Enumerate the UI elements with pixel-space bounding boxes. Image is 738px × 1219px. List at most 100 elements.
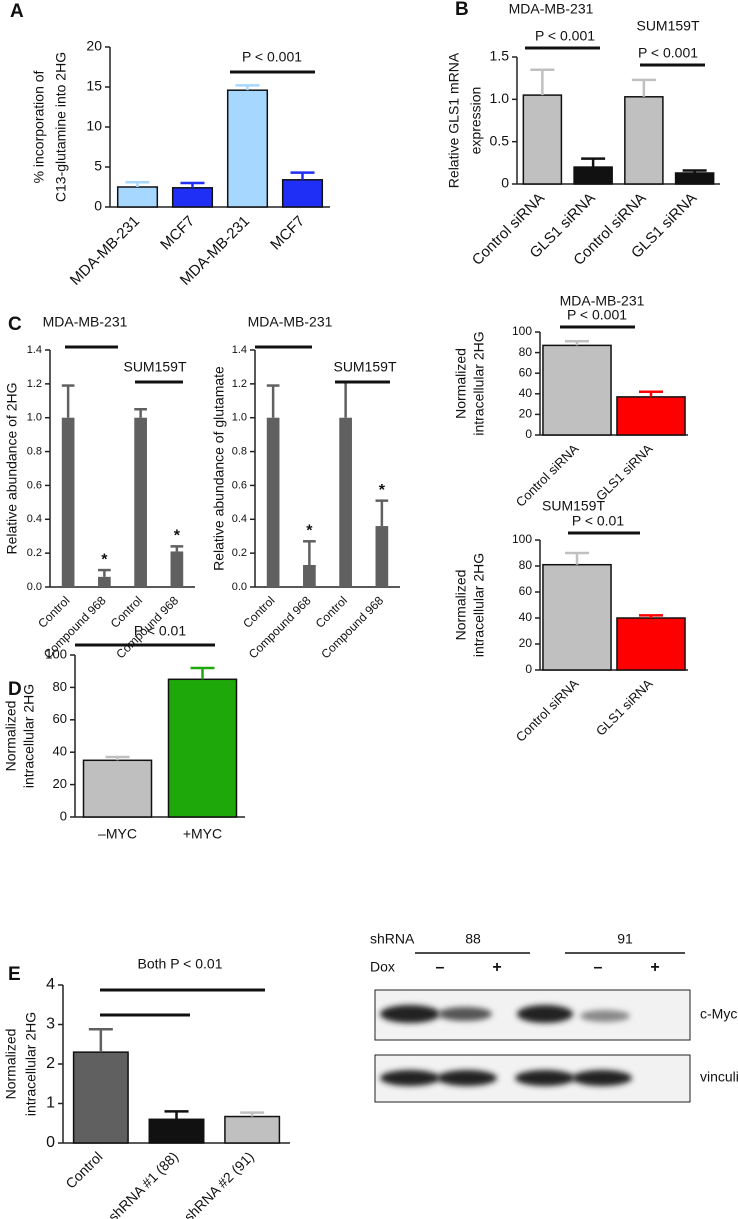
band-label: c-Myc	[700, 1006, 737, 1022]
y-tick-label: 60	[519, 365, 533, 379]
y-tick-label: 1.5	[490, 48, 510, 64]
y-tick-label: 80	[53, 679, 67, 694]
bar	[134, 417, 147, 587]
bar	[98, 576, 111, 587]
y-tick-label: 40	[53, 744, 67, 759]
blot-label: –	[594, 959, 603, 976]
y-tick-label: 1.0	[232, 412, 247, 424]
y-tick-label: 2	[46, 1055, 55, 1072]
group-label: MDA-MB-231	[509, 1, 594, 17]
y-tick-label: 100	[45, 646, 67, 661]
blot-label: 91	[617, 931, 633, 947]
y-tick-label: 0	[94, 198, 102, 214]
band	[580, 1010, 630, 1022]
y-axis-label: Normalized	[453, 570, 469, 641]
y-tick-label: 20	[53, 776, 67, 791]
y-tick-label: 0	[46, 1134, 55, 1151]
y-axis-label: expression	[468, 87, 484, 155]
y-tick-label: 15	[86, 78, 102, 94]
bar	[170, 551, 184, 587]
significance-star: *	[174, 528, 181, 545]
y-tick-label: 1.2	[232, 378, 247, 390]
y-tick-label: 60	[53, 711, 67, 726]
y-tick-label: 80	[519, 345, 533, 359]
y-tick-label: 40	[519, 386, 533, 400]
bar	[624, 96, 664, 185]
y-axis-label: intracellular 2HG	[471, 331, 487, 435]
y-tick-label: 100	[512, 324, 532, 338]
y-axis-label: Relative GLS1 mRNA	[446, 52, 462, 188]
bar	[61, 417, 75, 587]
band	[437, 1070, 497, 1086]
x-tick-label: –MYC	[98, 826, 137, 842]
x-tick-label: MDA-MB-231	[67, 213, 143, 289]
y-axis-label: Relative abundance of 2HG	[4, 383, 20, 555]
band	[380, 1005, 440, 1023]
band	[517, 1005, 573, 1023]
band	[572, 1070, 632, 1086]
group-label: SUM159T	[636, 18, 699, 34]
x-tick-label: Compound 968	[246, 593, 314, 661]
bar	[82, 759, 153, 818]
significance-star: *	[306, 523, 313, 540]
y-tick-label: 0	[525, 427, 532, 441]
y-axis-label: Relative abundance of glutamate	[211, 366, 227, 571]
y-axis-label: intracellular 2HG	[471, 553, 487, 657]
y-tick-label: 20	[519, 636, 533, 650]
y-tick-label: 0.2	[232, 547, 247, 559]
x-tick-label: Control siRNA	[513, 676, 582, 745]
y-axis-label: intracellular 2HG	[21, 684, 37, 788]
y-tick-label: 3	[46, 1016, 55, 1033]
y-tick-label: 0.8	[27, 445, 42, 457]
x-tick-label: Compound 968	[318, 593, 386, 661]
y-axis-label: % incorporation of	[31, 70, 47, 183]
bar	[171, 187, 214, 208]
band	[515, 1070, 575, 1086]
p-value: P < 0.001	[242, 49, 302, 65]
y-tick-label: 20	[86, 38, 102, 54]
y-tick-label: 0.2	[27, 547, 42, 559]
panel-label: B	[455, 0, 469, 20]
panel-label: C	[8, 314, 22, 335]
y-axis-label: C13-glutamine into 2HG	[53, 52, 69, 202]
significance-star: *	[101, 551, 108, 568]
bar	[281, 179, 324, 208]
y-tick-label: 20	[519, 407, 533, 421]
y-tick-label: 80	[519, 558, 533, 572]
panel-label: A	[10, 1, 24, 22]
y-tick-label: 0.0	[27, 581, 42, 593]
group-label: MDA-MB-231	[248, 314, 333, 330]
band	[380, 1070, 440, 1086]
bar	[116, 186, 159, 208]
p-value: P < 0.001	[638, 45, 698, 61]
x-tick-label: GLS1 siRNA	[593, 676, 656, 739]
bar	[266, 417, 280, 587]
bar	[226, 89, 269, 208]
blot-label: +	[492, 959, 501, 976]
bar	[522, 94, 563, 185]
y-tick-label: 0.8	[232, 445, 247, 457]
group-label: SUM159T	[333, 359, 396, 375]
blot-label: –	[436, 959, 445, 976]
western-blot: shRNA 88 91 Dox – + – + c-Myc vinculin	[370, 931, 738, 1103]
bar	[148, 1118, 205, 1144]
group-label: MDA-MB-231	[43, 314, 128, 330]
bar	[72, 1051, 129, 1144]
p-value: P < 0.01	[572, 513, 625, 529]
chart-title: MDA-MB-231	[560, 293, 645, 309]
y-tick-label: 10	[86, 118, 102, 134]
y-tick-label: 1.4	[27, 344, 42, 356]
y-tick-label: 0.0	[232, 581, 247, 593]
y-tick-label: 0.6	[232, 479, 247, 491]
y-tick-label: 1	[46, 1095, 55, 1112]
chart-title: SUM159T	[542, 498, 605, 514]
bar	[674, 172, 715, 185]
y-tick-label: 4	[46, 976, 55, 993]
x-tick-label: shRNA #1 (88)	[105, 1148, 181, 1219]
x-tick-label: MCF7	[157, 213, 198, 254]
significance-star: *	[379, 482, 386, 499]
band	[438, 1007, 492, 1021]
band-label: vinculin	[700, 1069, 738, 1085]
x-tick-label: Control	[62, 1148, 105, 1191]
